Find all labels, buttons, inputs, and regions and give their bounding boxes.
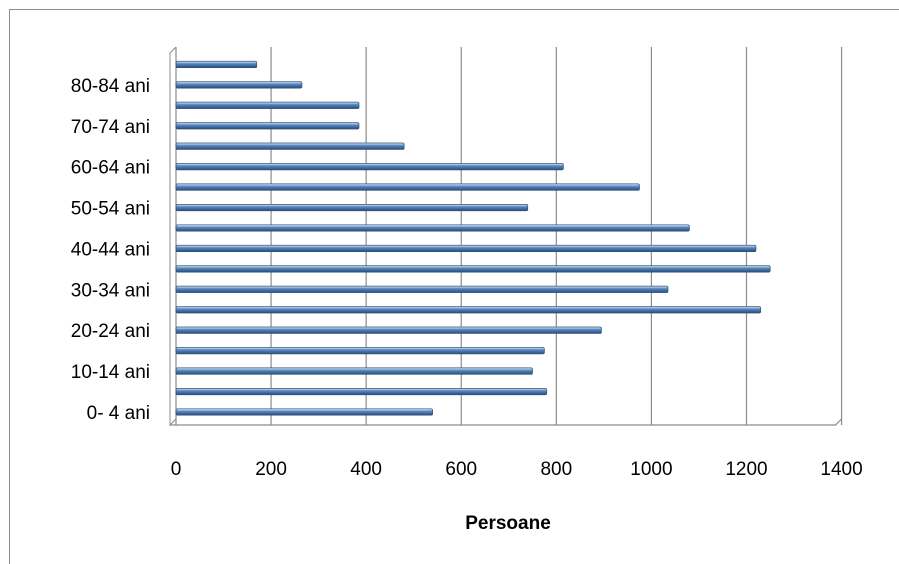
value-tick-label: 1200: [725, 459, 767, 480]
bar-75-79ani: [175, 101, 360, 109]
bar-50-54ani: [175, 204, 529, 212]
bar-55-59ani: [175, 183, 640, 191]
category-label: 60-64 ani: [71, 158, 150, 179]
bar-20-24ani: [175, 326, 602, 334]
category-label: 40-44 ani: [71, 239, 150, 260]
x-axis-title: Persoane: [465, 513, 551, 534]
category-label: 20-24 ani: [71, 321, 150, 342]
bar-5-9ani: [175, 388, 548, 396]
left-wall-edge: [169, 46, 177, 427]
value-tick-label: 1400: [820, 459, 862, 480]
bar-15-19ani: [175, 347, 545, 355]
grid-lines: [169, 46, 843, 427]
bar-25-29ani: [175, 306, 762, 314]
value-axis-labels: 0 200 400 600 800 1000 1200 1400: [171, 459, 863, 480]
bar-70-74ani: [175, 122, 360, 130]
category-label: 80-84 ani: [71, 76, 150, 97]
bar-85+ani: [175, 60, 258, 68]
floor-edge: [170, 418, 842, 426]
bars: [175, 60, 771, 416]
bar-60-64ani: [175, 163, 564, 171]
bar-65-69ani: [175, 142, 405, 150]
category-label: 0- 4 ani: [87, 403, 150, 424]
value-tick-label: 0: [171, 459, 182, 480]
value-tick-label: 200: [255, 459, 287, 480]
category-label: 50-54 ani: [71, 199, 150, 220]
bar-35-39ani: [175, 265, 771, 273]
bar-10-14ani: [175, 367, 533, 375]
value-tick-label: 600: [445, 459, 477, 480]
bar-30-34ani: [175, 285, 669, 293]
category-label: 70-74 ani: [71, 117, 150, 138]
category-label: 10-14 ani: [71, 362, 150, 383]
value-tick-label: 400: [350, 459, 382, 480]
bar-0-4ani: [175, 408, 434, 416]
category-axis-labels: 0- 4 ani 10-14 ani 20-24 ani 30-34 ani 40-44…: [71, 76, 150, 424]
bar-80-84ani: [175, 81, 303, 89]
value-tick-label: 1000: [630, 459, 672, 480]
bar-45-49ani: [175, 224, 690, 232]
bar-40-44ani: [175, 244, 757, 252]
category-label: 30-34 ani: [71, 280, 150, 301]
value-tick-label: 800: [540, 459, 572, 480]
